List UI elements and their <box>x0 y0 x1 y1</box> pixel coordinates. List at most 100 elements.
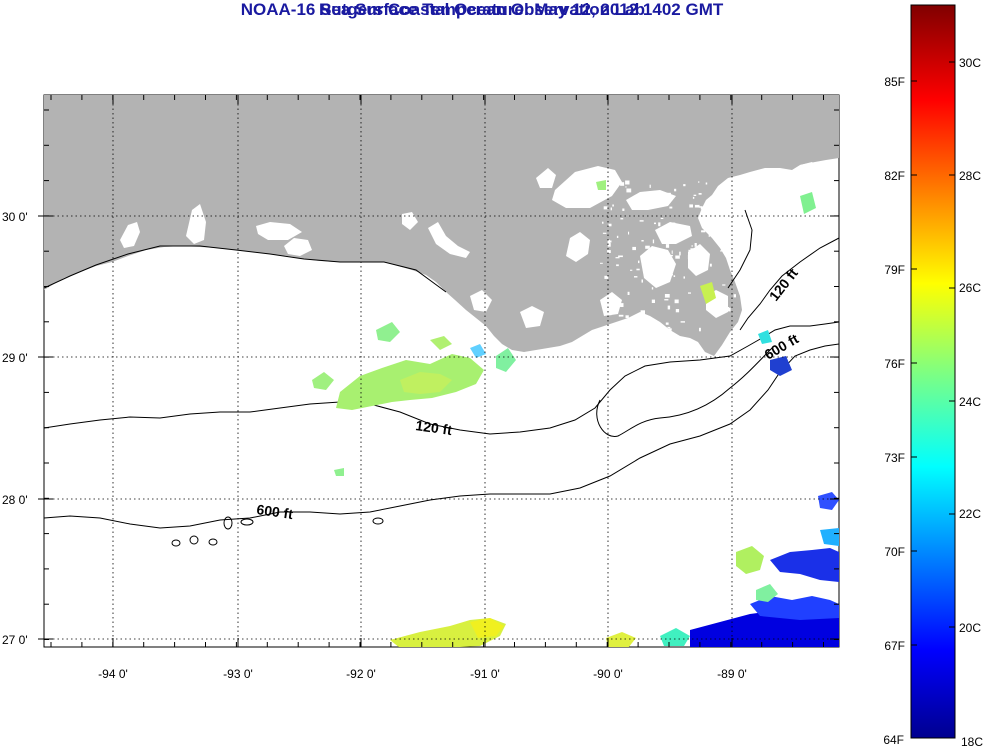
lon-label: -89 0' <box>717 667 747 681</box>
marsh-patch <box>694 204 700 208</box>
marsh-patch <box>632 246 636 251</box>
lat-label: 28 0' <box>2 493 28 507</box>
marsh-patch <box>694 243 697 247</box>
marsh-patch <box>604 275 609 279</box>
lon-label: -94 0' <box>98 667 128 681</box>
marsh-patch <box>675 255 680 259</box>
marsh-patch <box>697 246 702 250</box>
marsh-patch <box>668 328 672 331</box>
marsh-patch <box>649 184 651 188</box>
marsh-patch <box>652 239 655 244</box>
marsh-patch <box>690 248 695 252</box>
marsh-patch <box>680 321 685 323</box>
marsh-patch <box>733 294 736 298</box>
marsh-patch <box>618 314 624 317</box>
marsh-patch <box>674 299 679 304</box>
marsh-patch <box>649 266 651 270</box>
map-title: NOAA-16 Sea Surface Temperature: May 12,… <box>240 0 724 19</box>
marsh-patch <box>680 227 683 230</box>
marsh-patch <box>742 180 745 183</box>
marsh-patch <box>616 264 619 267</box>
marsh-patch <box>693 194 697 196</box>
colorbar-c-label: 30C <box>959 56 981 70</box>
marsh-patch <box>657 195 661 198</box>
contour-label-120ft: 120 ft <box>415 417 454 438</box>
marsh-patch <box>651 197 655 200</box>
marsh-patch <box>666 266 668 270</box>
marsh-patch <box>669 206 673 209</box>
colorbar-c-label: 26C <box>959 281 981 295</box>
marsh-patch <box>718 203 721 205</box>
marsh-patch <box>639 220 644 222</box>
lat-label: 30 0' <box>2 210 28 224</box>
marsh-patch <box>659 228 661 231</box>
marsh-patch <box>725 307 729 310</box>
marsh-patch <box>675 309 680 313</box>
marsh-patch <box>603 206 608 210</box>
marsh-patch <box>674 188 677 192</box>
marsh-patch <box>745 331 748 334</box>
isobath-600ft <box>44 343 839 529</box>
lon-label: -91 0' <box>470 667 500 681</box>
marsh-patch <box>638 260 640 264</box>
axis-ticks <box>38 95 839 647</box>
marsh-patch <box>666 273 668 277</box>
marsh-patch <box>692 196 695 199</box>
marsh-patch <box>641 279 643 283</box>
marsh-patch <box>705 182 708 185</box>
map-subtitle: Rutgers Coastal Ocean Observation Lab <box>319 0 645 19</box>
marsh-patch <box>668 274 673 276</box>
marsh-patch <box>625 186 627 188</box>
marsh-patch <box>679 340 681 343</box>
marsh-patch <box>660 217 664 219</box>
marsh-patch <box>602 221 604 224</box>
marsh-patch <box>669 222 674 225</box>
marsh-patch <box>708 234 710 237</box>
marsh-patch <box>681 348 686 352</box>
marsh-patch <box>651 287 654 290</box>
colorbar <box>910 4 956 739</box>
marsh-patch <box>646 318 650 322</box>
marsh-patch <box>634 276 638 278</box>
marsh-patch <box>610 207 612 211</box>
marsh-patch <box>692 253 696 257</box>
marsh-patch <box>667 326 671 329</box>
marsh-patch <box>630 269 633 271</box>
marsh-patch <box>645 334 650 337</box>
colorbar-c-label: 22C <box>959 507 981 521</box>
marsh-patch <box>656 336 661 341</box>
marsh-patch <box>622 208 625 211</box>
lon-label: -92 0' <box>346 667 376 681</box>
marsh-patch <box>600 262 603 264</box>
marsh-patch <box>667 305 671 310</box>
marsh-patch <box>671 250 673 254</box>
marsh-patch <box>635 330 639 332</box>
marsh-patch <box>699 264 704 268</box>
marsh-patch <box>628 231 630 235</box>
marsh-patch <box>618 255 623 258</box>
marsh-patch <box>606 313 612 316</box>
marsh-patch <box>738 285 743 289</box>
colorbar-ticks <box>911 61 955 646</box>
marsh-patch <box>724 347 729 349</box>
marsh-patch <box>600 346 605 348</box>
marsh-patch <box>687 255 690 259</box>
marsh-patch <box>636 268 640 271</box>
marsh-patch <box>654 222 656 225</box>
marsh-patch <box>733 238 736 241</box>
marsh-patch <box>620 218 624 220</box>
marsh-patch <box>662 273 667 276</box>
marsh-patch <box>625 180 630 185</box>
marsh-patch <box>684 230 689 234</box>
colorbar-f-label: 85F <box>884 75 905 89</box>
marsh-patch <box>744 315 750 318</box>
marsh-patch <box>658 222 661 227</box>
marsh-patch <box>743 235 747 238</box>
isobath-contours <box>44 209 839 547</box>
colorbar-f-label: 73F <box>884 451 905 465</box>
lat-label: 27 0' <box>2 633 28 647</box>
marsh-patch <box>743 267 745 270</box>
colorbar-c-label: 28C <box>959 169 981 183</box>
marsh-patch <box>626 188 632 193</box>
